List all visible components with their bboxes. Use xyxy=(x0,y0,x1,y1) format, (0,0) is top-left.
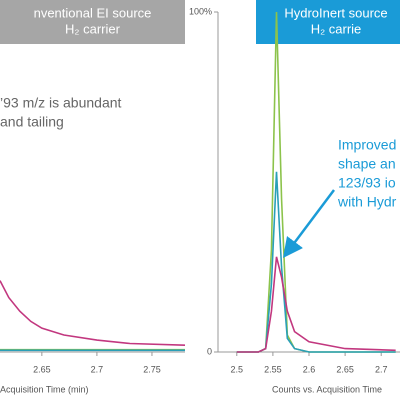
x-tick-label: 2.5 xyxy=(231,364,244,374)
x-axis-label: Acquisition Time (min) xyxy=(0,384,89,394)
x-tick-label: 2.55 xyxy=(264,364,282,374)
annotation: ’93 m/z is abundant xyxy=(0,95,122,111)
x-axis-label: Counts vs. Acquisition Time xyxy=(272,384,382,394)
header-text: HydroInert source xyxy=(284,5,387,20)
annotation: 123/93 io xyxy=(338,175,396,191)
x-tick-label: 2.75 xyxy=(143,364,161,374)
y-tick-label: 100% xyxy=(189,6,212,16)
x-tick-label: 2.65 xyxy=(336,364,354,374)
series-line xyxy=(236,256,396,353)
x-tick-label: 2.7 xyxy=(375,364,388,374)
annotation: and tailing xyxy=(0,114,64,130)
annotation: with Hydr xyxy=(337,194,397,210)
x-tick-label: 2.7 xyxy=(91,364,104,374)
x-tick-label: 2.6 xyxy=(303,364,316,374)
header-text: nventional EI source xyxy=(34,5,152,20)
annotation-arrow xyxy=(283,189,335,258)
annotation: Improved xyxy=(338,137,396,153)
series-line xyxy=(0,280,186,346)
annotation: shape an xyxy=(338,156,396,172)
x-tick-label: 2.65 xyxy=(33,364,51,374)
header-box xyxy=(0,0,185,44)
header-text: H₂ carrier xyxy=(65,21,121,36)
y-tick-label: 0 xyxy=(207,346,212,356)
header-text: H₂ carrie xyxy=(311,21,362,36)
header-box xyxy=(256,0,400,44)
